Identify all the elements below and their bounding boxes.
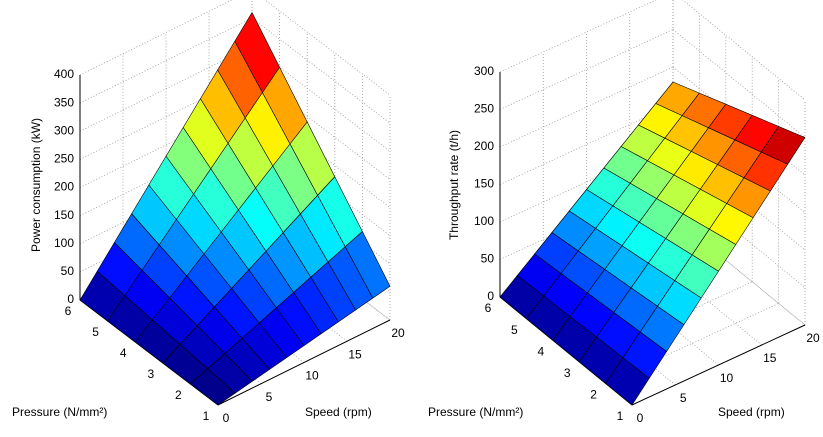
x-tick-label: 10 xyxy=(305,369,319,383)
x-axis-label: Speed (rpm) xyxy=(305,405,372,419)
grid-line xyxy=(79,17,253,104)
grid-line xyxy=(251,130,391,236)
y-axis-label: Pressure (N/mm²) xyxy=(428,405,523,419)
y-tick-label: 2 xyxy=(590,388,597,402)
grid-line xyxy=(251,102,391,208)
y-tick-label: 1 xyxy=(617,409,624,423)
y-tick-label: 6 xyxy=(65,304,72,318)
z-tick-label: 100 xyxy=(474,214,494,228)
z-tick-label: 400 xyxy=(54,67,74,81)
grid-line xyxy=(251,17,391,124)
x-tick-label: 0 xyxy=(637,411,644,425)
x-tick-label: 10 xyxy=(720,371,734,385)
x-tick-label: 20 xyxy=(806,331,820,345)
y-tick-label: 5 xyxy=(92,325,99,339)
z-tick-label: 0 xyxy=(67,292,74,306)
grid-line xyxy=(251,214,391,321)
surface-patch xyxy=(605,357,650,406)
z-tick-label: 200 xyxy=(474,139,494,153)
x-tick-label: 20 xyxy=(391,326,405,340)
axis-line xyxy=(631,324,806,406)
z-tick-label: 100 xyxy=(54,236,74,250)
grid-line xyxy=(251,45,391,152)
grid-line xyxy=(682,0,806,101)
x-axis-label: Speed (rpm) xyxy=(718,405,785,419)
y-tick-label: 4 xyxy=(120,346,127,360)
grid-line xyxy=(264,0,391,96)
z-tick-label: 300 xyxy=(474,64,494,78)
surface-patch xyxy=(190,368,236,406)
z-tick-label: 0 xyxy=(487,289,494,303)
y-tick-label: 3 xyxy=(147,367,154,381)
x-tick-label: 15 xyxy=(763,351,777,365)
z-tick-label: 150 xyxy=(54,208,74,222)
x-tick-label: 5 xyxy=(266,390,273,404)
z-tick-label: 150 xyxy=(474,177,494,191)
y-tick-label: 1 xyxy=(203,409,210,423)
z-tick-label: 50 xyxy=(481,252,495,266)
z-axis-label: Throughput rate (t/h) xyxy=(447,130,461,240)
x-tick-label: 5 xyxy=(680,391,687,405)
axis-line xyxy=(217,319,391,406)
z-tick-label: 250 xyxy=(474,102,494,116)
z-tick-label: 250 xyxy=(54,152,74,166)
y-tick-label: 3 xyxy=(564,366,571,380)
y-tick-label: 4 xyxy=(537,344,544,358)
y-axis-label: Pressure (N/mm²) xyxy=(12,405,107,419)
grid-line xyxy=(79,0,233,76)
y-tick-label: 6 xyxy=(485,301,492,315)
z-axis-label: Power consumption (kW) xyxy=(29,118,43,252)
z-tick-label: 300 xyxy=(54,123,74,137)
y-tick-label: 5 xyxy=(511,323,518,337)
z-tick-label: 50 xyxy=(61,264,75,278)
z-tick-label: 350 xyxy=(54,95,74,109)
x-tick-label: 0 xyxy=(223,411,230,425)
grid-line xyxy=(251,74,391,180)
z-tick-label: 200 xyxy=(54,180,74,194)
x-tick-label: 15 xyxy=(348,347,362,361)
y-tick-label: 2 xyxy=(175,388,182,402)
